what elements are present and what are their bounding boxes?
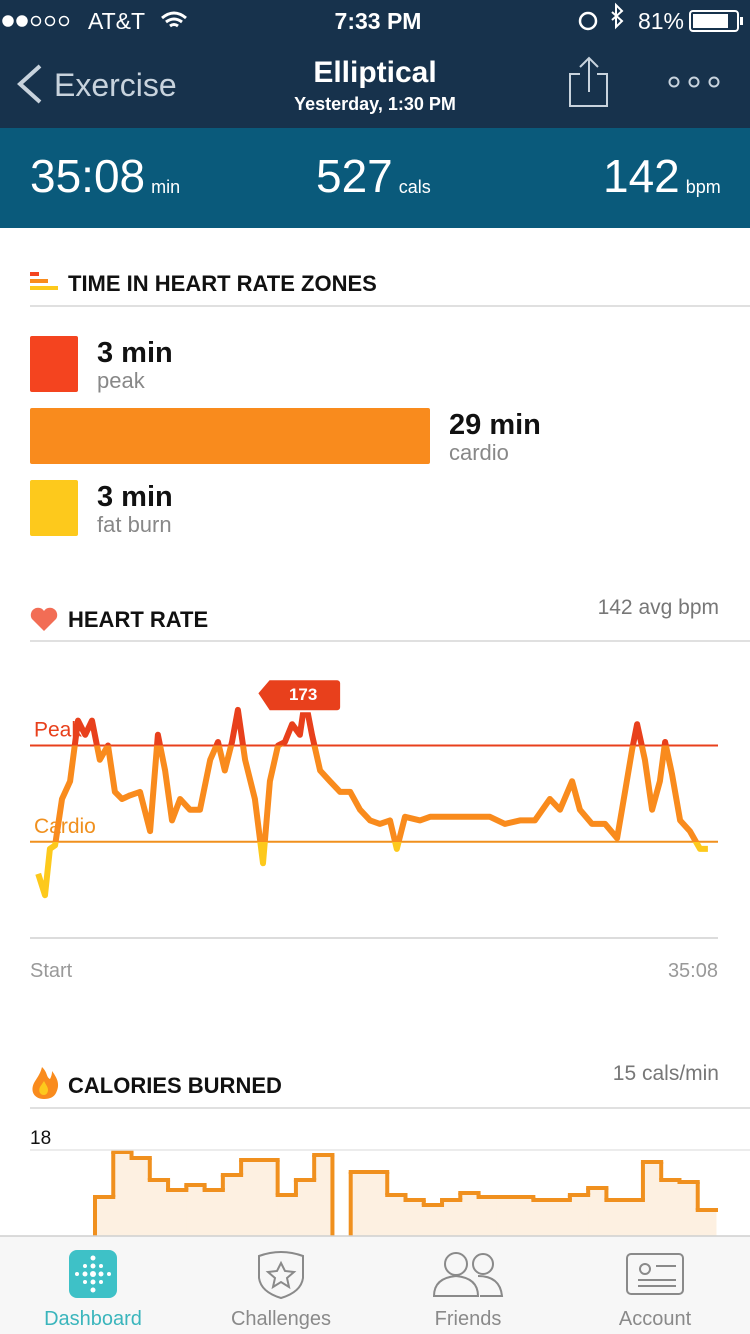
x-tick-label: Start xyxy=(30,960,73,982)
signal xyxy=(2,15,70,27)
tab-bar xyxy=(0,1236,750,1334)
calorie-area xyxy=(679,1182,699,1236)
zone-minutes: 3 min xyxy=(97,337,173,369)
calorie-area xyxy=(149,1180,169,1236)
calorie-area xyxy=(496,1197,516,1236)
flame-icon-inner xyxy=(39,1081,48,1095)
calorie-area xyxy=(697,1210,717,1236)
zone-name: peak xyxy=(97,368,146,393)
calorie-area xyxy=(405,1200,425,1236)
calorie-area xyxy=(661,1180,680,1236)
calorie-area xyxy=(314,1155,333,1236)
stats-band xyxy=(0,128,750,228)
y-tick-label: 18 xyxy=(30,1128,51,1149)
battery-percent: 81% xyxy=(638,8,684,34)
flame-icon xyxy=(32,1067,59,1099)
tab-label[interactable]: Account xyxy=(619,1308,692,1330)
calorie-area xyxy=(204,1190,224,1236)
friends-icon[interactable] xyxy=(432,1252,504,1297)
screen-title: Elliptical xyxy=(313,56,436,89)
tab-label[interactable]: Challenges xyxy=(231,1308,331,1330)
calorie-area xyxy=(368,1172,388,1236)
clock: 7:33 PM xyxy=(335,8,422,34)
zone-bar xyxy=(30,408,430,464)
calorie-area xyxy=(624,1200,644,1236)
more-button[interactable] xyxy=(668,76,720,88)
calorie-area xyxy=(277,1195,297,1236)
zones-icon xyxy=(30,272,58,290)
zone-threshold-label: Cardio xyxy=(34,815,96,838)
calorie-area xyxy=(241,1160,260,1236)
calorie-area xyxy=(551,1200,571,1236)
calorie-area xyxy=(478,1197,498,1236)
section-title: TIME IN HEART RATE ZONES xyxy=(68,271,377,296)
calorie-area xyxy=(606,1200,626,1236)
alarm-icon xyxy=(578,11,598,31)
zone-bar xyxy=(30,336,78,392)
section-summary: 15 cals/min xyxy=(613,1062,719,1085)
calorie-area xyxy=(186,1185,206,1236)
zone-minutes: 3 min xyxy=(97,481,173,513)
calorie-area xyxy=(350,1172,370,1236)
battery-icon xyxy=(689,10,743,32)
callout-bubble xyxy=(255,678,343,713)
section-summary: 142 avg bpm xyxy=(598,596,719,619)
stat-unit: min xyxy=(151,177,180,197)
calorie-area xyxy=(295,1180,315,1236)
calorie-area xyxy=(222,1175,242,1236)
section-title: CALORIES BURNED xyxy=(68,1073,282,1098)
zone-minutes: 29 min xyxy=(449,409,541,441)
stat-unit: bpm xyxy=(686,177,721,197)
calorie-area xyxy=(642,1162,662,1236)
screen-subtitle: Yesterday, 1:30 PM xyxy=(294,94,456,114)
dashboard-icon[interactable] xyxy=(69,1250,117,1298)
back-button[interactable]: Exercise xyxy=(54,67,177,103)
calorie-area xyxy=(131,1158,151,1236)
wifi-icon xyxy=(161,11,187,28)
stat-unit: cals xyxy=(399,177,431,197)
tab-label[interactable]: Friends xyxy=(435,1308,502,1330)
stat-value: 35:08 xyxy=(30,150,145,202)
calorie-area xyxy=(113,1152,133,1236)
calorie-area xyxy=(533,1200,553,1236)
calorie-area xyxy=(588,1188,607,1236)
nav-bar xyxy=(0,0,750,128)
challenges-icon[interactable] xyxy=(258,1251,304,1300)
calorie-area xyxy=(442,1200,461,1236)
bluetooth-icon xyxy=(611,2,624,30)
share-button[interactable] xyxy=(569,56,608,107)
calorie-area xyxy=(515,1197,534,1236)
calorie-area xyxy=(569,1195,589,1236)
calorie-area xyxy=(259,1160,279,1236)
heart-icon xyxy=(30,607,58,631)
zone-name: cardio xyxy=(449,440,509,465)
tab-label[interactable]: Dashboard xyxy=(44,1308,142,1330)
stat-value: 527 xyxy=(316,150,393,202)
account-icon[interactable] xyxy=(626,1253,684,1295)
calorie-area xyxy=(460,1193,480,1236)
zone-bar xyxy=(30,480,78,536)
zone-threshold-label: Peak xyxy=(34,719,82,742)
calorie-area xyxy=(168,1190,187,1236)
back-chevron[interactable] xyxy=(17,64,42,104)
section-title: HEART RATE xyxy=(68,607,208,632)
calorie-area xyxy=(95,1197,114,1236)
heart-rate-line xyxy=(35,696,708,899)
calorie-area xyxy=(423,1205,443,1236)
calorie-area xyxy=(387,1195,406,1236)
max-callout: 173 xyxy=(255,678,343,713)
zone-name: fat burn xyxy=(97,512,172,537)
stat-value: 142 xyxy=(603,150,680,202)
x-tick-label: 35:08 xyxy=(668,960,718,982)
carrier: AT&T xyxy=(88,8,145,34)
callout-label: 173 xyxy=(289,685,317,704)
